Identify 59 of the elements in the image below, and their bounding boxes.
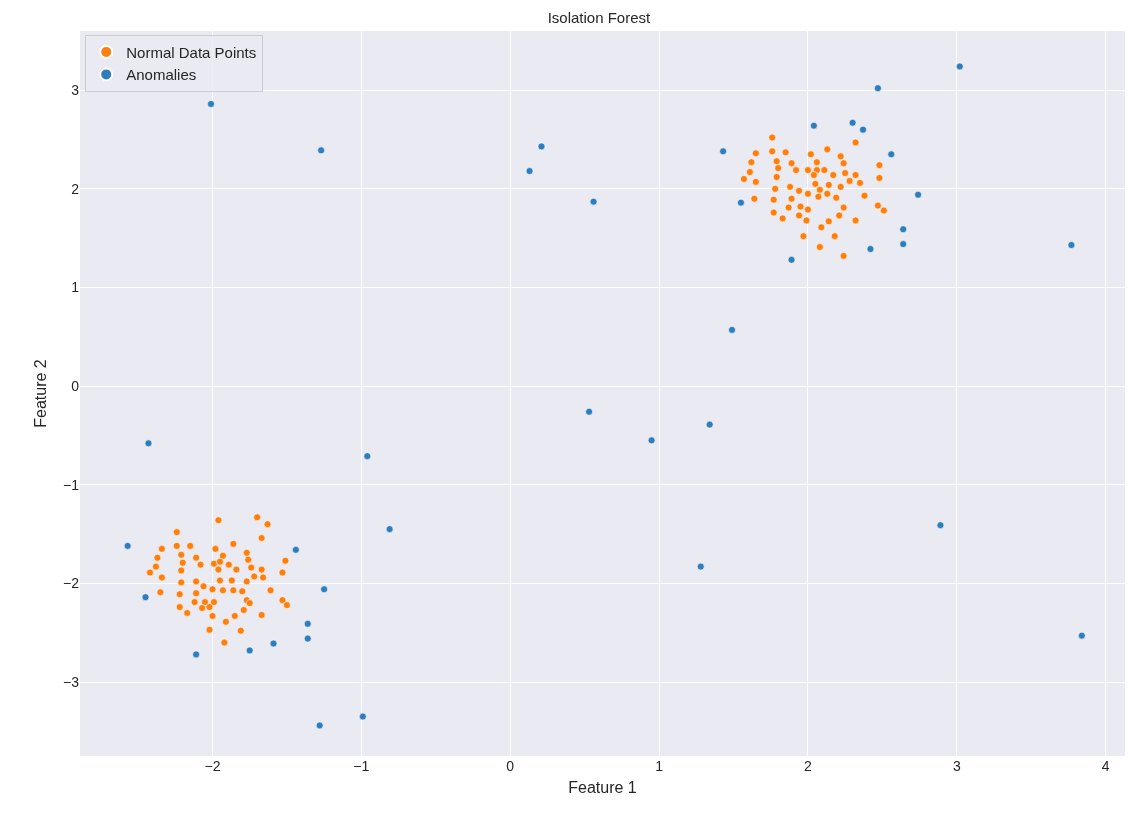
point [787,256,796,264]
point [899,240,907,248]
point [144,439,153,448]
point [245,646,254,655]
point [385,525,394,533]
y-tick-label: 0 [71,378,80,394]
point [192,650,200,659]
y-axis-title: Feature 2 [31,359,49,428]
point [585,407,593,416]
point [363,452,372,460]
point [737,198,745,207]
point [359,712,367,721]
point [1067,241,1076,249]
point [317,146,325,155]
point [955,62,964,71]
point [589,197,598,206]
point [123,542,132,550]
point [292,546,300,554]
point [525,167,534,175]
point [887,150,896,159]
point [874,84,882,93]
point [141,593,150,601]
x-tick-label: 1 [655,758,664,774]
point [320,585,328,594]
y-tick-label: −2 [63,575,80,592]
point [719,147,727,156]
point [207,100,215,108]
point [728,326,736,334]
point [537,142,546,151]
point [848,118,857,127]
y-tick-label: −1 [63,476,80,493]
point [315,721,324,730]
legend-label: Anomalies [126,66,197,84]
point [866,245,875,253]
y-tick-label: 3 [71,82,80,99]
point [269,639,278,648]
x-axis-title: Feature 1 [568,778,637,796]
x-tick-label: 4 [1101,758,1110,774]
point [303,620,312,628]
x-tick-label: −2 [204,758,221,774]
x-tick-label: 3 [952,758,961,774]
point [705,420,714,429]
point [936,521,945,529]
point [810,121,818,130]
x-tick-label: −1 [353,758,370,774]
chart-title: Isolation Forest [547,8,652,26]
point [899,225,907,234]
point [303,634,312,643]
y-tick-label: 2 [71,180,80,197]
x-tick-label: 2 [804,758,813,774]
y-tick-label: 1 [71,279,80,296]
point [859,125,867,134]
point [914,190,922,199]
legend-label: Normal Data Points [126,43,257,61]
point [647,436,656,445]
y-tick-label: −3 [63,673,80,690]
x-tick-label: 0 [506,758,515,774]
point [696,562,705,571]
point [1078,631,1086,640]
